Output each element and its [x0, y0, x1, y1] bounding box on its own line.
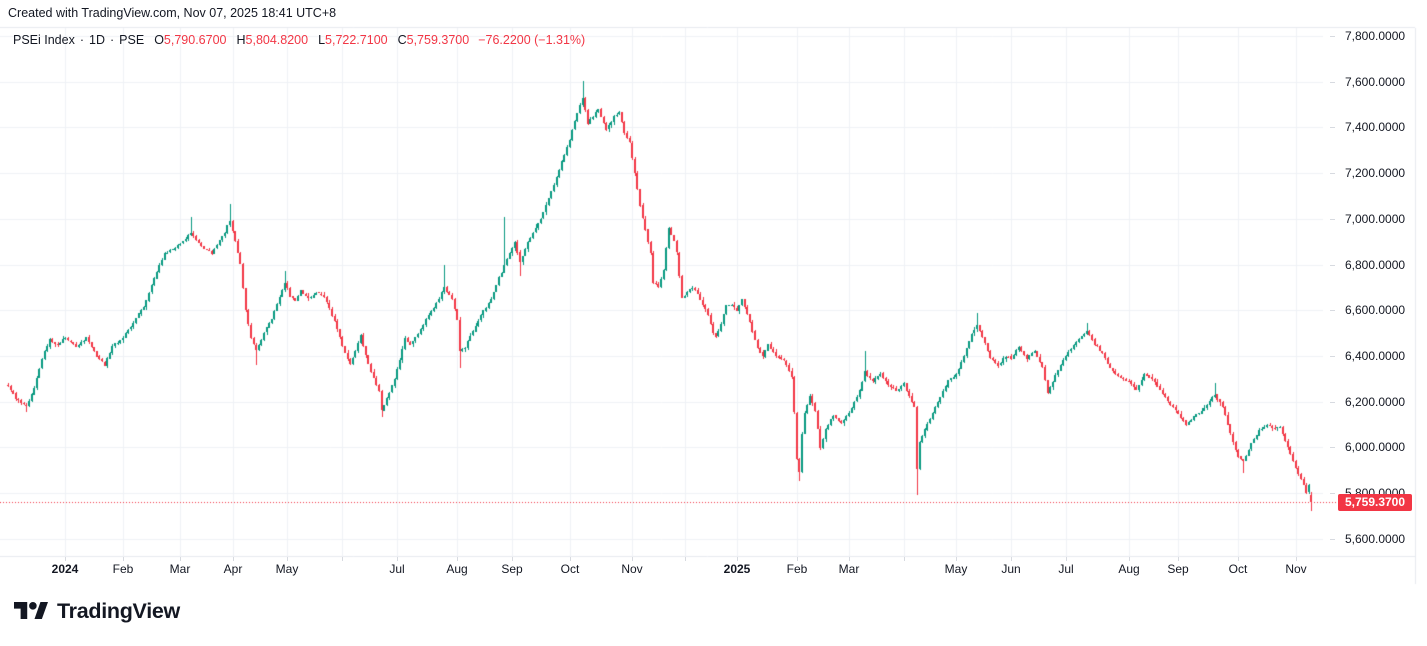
legend-exchange: PSE [119, 33, 145, 47]
price-axis-label: 6,000.0000 [1345, 440, 1406, 454]
price-axis-tick [1330, 127, 1335, 128]
price-axis-label: 5,600.0000 [1345, 532, 1406, 546]
legend-timeframe: 1D [89, 33, 105, 47]
time-axis-label: Feb [786, 562, 808, 576]
time-axis-label: Oct [560, 562, 580, 576]
price-axis-label: 7,200.0000 [1345, 166, 1406, 180]
price-axis-label: 7,600.0000 [1345, 75, 1406, 89]
price-axis-tick [1330, 402, 1335, 403]
time-axis-tick [287, 557, 288, 561]
time-axis-tick [904, 557, 905, 561]
price-axis-tick [1330, 493, 1335, 494]
time-axis-tick [397, 557, 398, 561]
legend-close: C5,759.3700 [397, 33, 470, 47]
tradingview-logo-icon [14, 598, 48, 625]
price-axis-label: 7,800.0000 [1345, 29, 1406, 43]
time-axis-label: Feb [112, 562, 134, 576]
time-axis-tick [737, 557, 738, 561]
time-axis-tick [797, 557, 798, 561]
price-axis-label: 6,800.0000 [1345, 258, 1406, 272]
price-axis-label: 6,200.0000 [1345, 395, 1406, 409]
time-axis-tick [1011, 557, 1012, 561]
time-axis-tick [685, 557, 686, 561]
legend-high: H5,804.8200 [236, 33, 309, 47]
time-axis-tick [1296, 557, 1297, 561]
legend-low: L5,722.7100 [318, 33, 388, 47]
price-axis-tick [1330, 173, 1335, 174]
legend-symbol: PSEi Index [13, 33, 75, 47]
time-axis-tick [180, 557, 181, 561]
time-axis-tick [512, 557, 513, 561]
time-axis-tick [956, 557, 957, 561]
time-axis-label: Aug [1118, 562, 1140, 576]
time-axis-tick [1129, 557, 1130, 561]
time-axis-label: 2025 [723, 562, 751, 576]
price-axis-tick [1330, 447, 1335, 448]
time-axis-tick [1066, 557, 1067, 561]
price-axis-tick [1330, 356, 1335, 357]
price-axis-label: 6,400.0000 [1345, 349, 1406, 363]
legend-separator: · [79, 33, 85, 47]
credit-text: Created with TradingView.com, Nov 07, 20… [8, 6, 337, 20]
price-axis-label: 7,000.0000 [1345, 212, 1406, 226]
time-axis-label: Sep [1167, 562, 1189, 576]
price-axis-tick [1330, 36, 1335, 37]
price-axis-label: 6,600.0000 [1345, 303, 1406, 317]
time-axis-tick [233, 557, 234, 561]
price-axis-tick [1330, 265, 1335, 266]
time-axis-tick [123, 557, 124, 561]
time-axis-tick [570, 557, 571, 561]
time-axis-label: May [275, 562, 299, 576]
legend-open: O5,790.6700 [154, 33, 227, 47]
time-axis-tick [1178, 557, 1179, 561]
time-axis-label: Sep [501, 562, 523, 576]
price-axis-tick [1330, 82, 1335, 83]
time-axis-tick [342, 557, 343, 561]
time-axis-label: Aug [446, 562, 468, 576]
tradingview-logo-text: TradingView [57, 599, 180, 623]
price-axis-label: 7,400.0000 [1345, 120, 1406, 134]
time-axis-tick [65, 557, 66, 561]
time-axis-label: Mar [838, 562, 860, 576]
price-axis-tick [1330, 539, 1335, 540]
time-axis-tick [849, 557, 850, 561]
time-axis-label: Apr [223, 562, 243, 576]
time-axis-label: Jul [389, 562, 405, 576]
time-axis-tick [632, 557, 633, 561]
tradingview-logo[interactable]: TradingView [14, 598, 180, 625]
time-axis-label: Nov [621, 562, 643, 576]
time-axis-label: Oct [1228, 562, 1248, 576]
time-axis-label: Nov [1285, 562, 1307, 576]
price-axis-tick [1330, 219, 1335, 220]
legend-separator: · [110, 33, 115, 47]
price-axis-tick [1330, 310, 1335, 311]
symbol-legend[interactable]: PSEi Index · 1D · PSE O5,790.6700 H5,804… [13, 33, 585, 47]
time-axis-label: 2024 [51, 562, 79, 576]
last-price-badge: 5,759.3700 [1338, 494, 1412, 511]
time-axis-tick [1238, 557, 1239, 561]
time-axis-label: Jul [1058, 562, 1074, 576]
legend-change: −76.2200 (−1.31%) [478, 33, 586, 47]
time-axis-label: May [944, 562, 968, 576]
time-axis-label: Mar [169, 562, 191, 576]
time-axis-label: Jun [1001, 562, 1021, 576]
time-axis-tick [457, 557, 458, 561]
